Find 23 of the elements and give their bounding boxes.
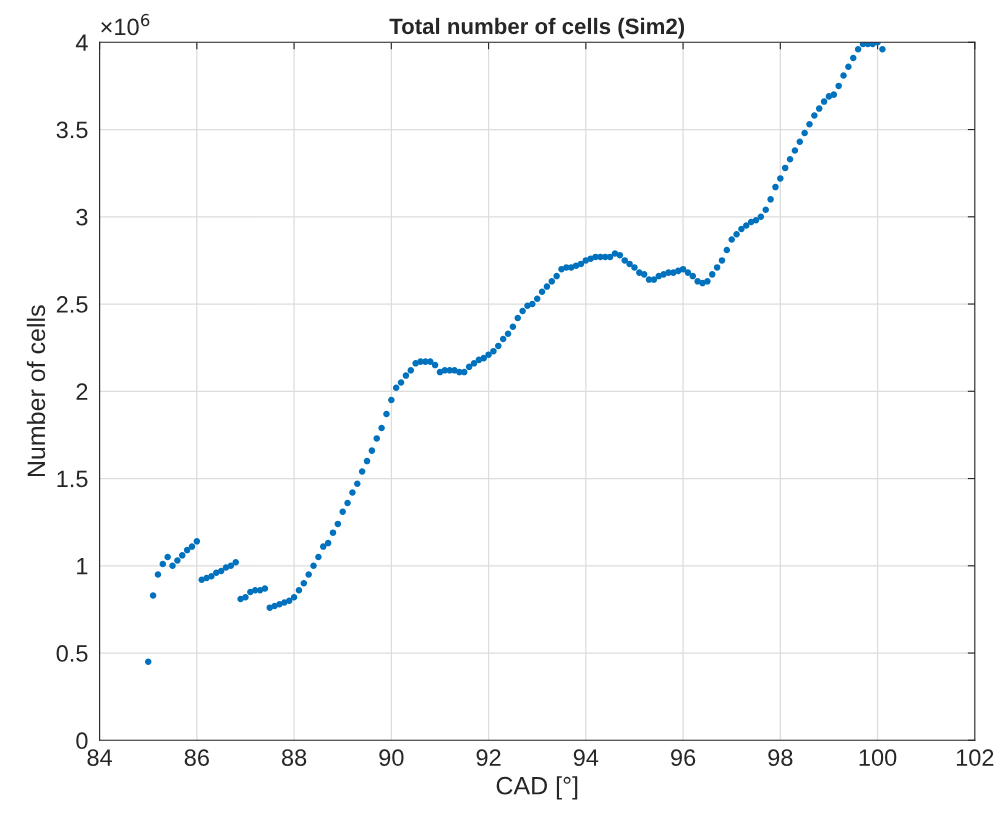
x-tick-label: 102 bbox=[956, 749, 994, 766]
y-tick-label: 2 bbox=[76, 383, 88, 400]
y-tick-label: 0 bbox=[76, 732, 88, 750]
chart-title: Total number of cells (Sim2) bbox=[389, 17, 685, 39]
y-tick-label: 3 bbox=[76, 208, 88, 226]
y-axis-title: Number of cells bbox=[26, 305, 46, 477]
x-tick-label: 100 bbox=[859, 749, 897, 766]
x-tick-label: 96 bbox=[671, 749, 696, 766]
y-tick-label: 2.5 bbox=[56, 296, 88, 313]
y-tick-label: 4 bbox=[75, 34, 88, 51]
x-tick-label: 92 bbox=[476, 749, 501, 766]
y-tick-label: 1.5 bbox=[57, 470, 88, 488]
x-tick-label: 88 bbox=[281, 749, 307, 766]
x-tick-label: 84 bbox=[87, 749, 113, 766]
x-tick-label: 94 bbox=[573, 749, 599, 766]
y-tick-label: 1 bbox=[77, 558, 88, 575]
x-tick-label: 98 bbox=[768, 749, 793, 766]
x-tick-label: 90 bbox=[379, 749, 404, 766]
y-tick-label: 0.5 bbox=[56, 645, 88, 662]
x-axis-title: CAD [°] bbox=[496, 776, 578, 800]
text: ×10$^{6}$ bbox=[101, 13, 150, 36]
y-tick-label: 3.5 bbox=[56, 121, 88, 139]
x-tick-label: 86 bbox=[184, 749, 209, 766]
